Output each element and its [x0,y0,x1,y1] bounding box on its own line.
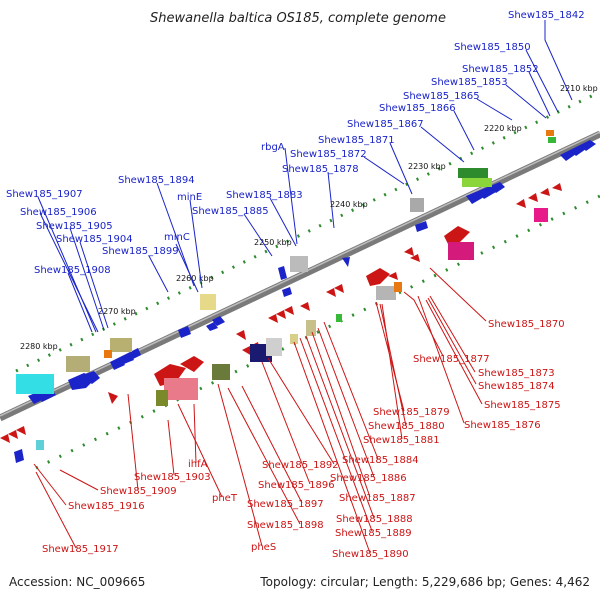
gene-label: Shew185_1896 [258,480,335,491]
kbp-label: 2250 kbp [254,238,292,247]
gene-label: Shew185_1872 [290,149,367,160]
gene-label: Shew185_1908 [34,265,111,276]
gene-label: Shew185_1842 [508,10,585,21]
gene-label: Shew185_1890 [332,549,409,560]
gene-label: Shew185_1873 [478,368,555,379]
gene-label: Shew185_1907 [6,189,83,200]
feature-boxes [16,130,556,450]
gene-label: Shew185_1853 [431,77,508,88]
gene-label: Shew185_1887 [339,493,416,504]
gene-label: Shew185_1917 [42,544,119,555]
gene-label: Shew185_1884 [342,455,419,466]
gene-label: Shew185_1867 [347,119,424,130]
gene-label: Shew185_1878 [282,164,359,175]
gene-label: Shew185_1871 [318,135,395,146]
gene-label: Shew185_1889 [335,528,412,539]
gene-label: Shew185_1879 [373,407,450,418]
gene-label: ihfA [188,459,208,470]
gene-label: Shew185_1850 [454,42,531,53]
gene-label: Shew185_1883 [226,190,303,201]
gene-label: Shew185_1909 [100,486,177,497]
gene-label: Shew185_1916 [68,501,145,512]
gene-label: Shew185_1881 [363,435,440,446]
kbp-label: 2210 kbp [560,84,598,93]
gene-label: Shew185_1874 [478,381,555,392]
kbp-labels: 2210 kbp 2220 kbp 2230 kbp 2240 kbp 2250… [20,84,598,351]
gene-label: Shew185_1894 [118,175,195,186]
gene-label: minC [164,232,190,243]
gene-label: Shew185_1852 [462,64,539,75]
gene-label: pheS [251,542,276,553]
kbp-label: 2260 kbp [176,274,214,283]
gene-label: Shew185_1866 [379,103,456,114]
gene-label: Shew185_1876 [464,420,541,431]
reverse-genes [0,183,562,443]
kbp-label: 2280 kbp [20,342,58,351]
gene-label: Shew185_1888 [336,514,413,525]
gene-labels-reverse: Shew185_1870 Shew185_1877 Shew185_1873 S… [42,319,565,560]
gene-label: Shew185_1892 [262,460,339,471]
map-title: Shewanella baltica OS185, complete genom… [150,11,446,26]
gene-labels-forward: Shew185_1842 Shew185_1850 Shew185_1852 S… [6,10,585,276]
gene-label: Shew185_1897 [247,499,324,510]
gene-label: Shew185_1877 [413,354,490,365]
gene-label: pheT [212,493,238,504]
tick-rail-inner [35,194,600,470]
gene-label: Shew185_1886 [330,473,407,484]
gene-label: Shew185_1880 [368,421,445,432]
kbp-label: 2230 kbp [408,162,446,171]
gene-label: Shew185_1905 [36,221,113,232]
kbp-label: 2240 kbp [330,200,368,209]
gene-label: Shew185_1899 [102,246,179,257]
forward-genes [14,140,596,463]
gene-label: Shew185_1870 [488,319,565,330]
accession-text: Accession: NC_009665 [9,575,145,589]
kbp-label: 2220 kbp [484,124,522,133]
gene-label: Shew185_1898 [247,520,324,531]
gene-label: Shew185_1865 [403,91,480,102]
topology-text: Topology: circular; Length: 5,229,686 bp… [259,575,590,589]
gene-label: Shew185_1903 [134,472,211,483]
gene-label: Shew185_1885 [192,206,269,217]
kbp-label: 2270 kbp [98,307,136,316]
genome-backbone [0,130,600,422]
gene-label: rbgA [261,142,285,153]
leader-lines-forward [37,20,573,333]
gene-label: Shew185_1875 [484,400,561,411]
leader-lines-reverse [33,267,487,554]
gene-label: Shew185_1906 [20,207,97,218]
gene-label: Shew185_1904 [56,234,133,245]
gene-label: minE [177,192,202,203]
